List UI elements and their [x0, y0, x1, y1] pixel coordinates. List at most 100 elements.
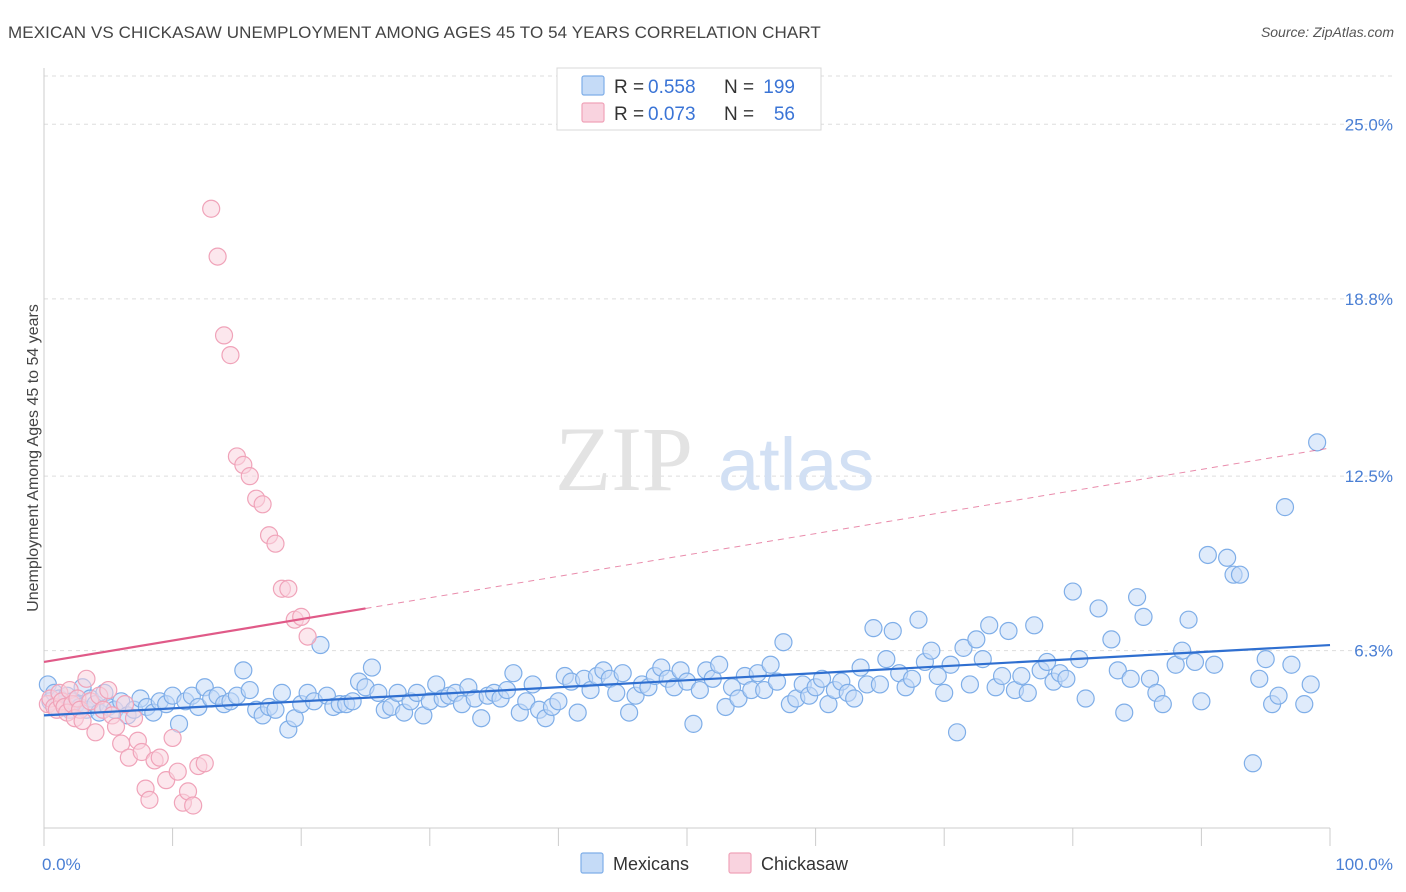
point-chickasaw	[150, 748, 169, 767]
point-mexicans	[472, 709, 491, 728]
point-mexicans	[967, 630, 986, 649]
point-mexicans	[992, 666, 1012, 686]
point-chickasaw	[253, 495, 272, 514]
point-chickasaw	[77, 669, 96, 688]
trend-line-mexicans	[43, 643, 1331, 717]
point-mexicans	[935, 683, 954, 702]
point-mexicans	[864, 619, 883, 638]
point-mexicans	[266, 700, 285, 719]
point-chickasaw	[168, 762, 187, 781]
point-mexicans	[613, 664, 632, 683]
point-chickasaw	[115, 695, 135, 714]
point-mexicans	[877, 650, 896, 669]
point-mexicans	[549, 692, 568, 711]
point-mexicans	[1230, 565, 1250, 584]
point-mexicans	[1256, 650, 1275, 669]
watermark-atlas: atlas	[718, 423, 874, 506]
point-mexicans	[1012, 666, 1031, 686]
point-mexicans	[343, 692, 362, 711]
point-mexicans	[1179, 610, 1198, 629]
point-mexicans	[362, 658, 382, 677]
point-mexicans	[1134, 607, 1153, 626]
y-axis-title: Unemployment Among Ages 45 to 54 years	[25, 304, 42, 612]
source-label: Source: ZipAtlas.com	[1260, 24, 1394, 40]
point-mexicans	[812, 669, 832, 688]
legend-n-label-mexicans: N =	[724, 77, 754, 98]
point-mexicans	[1185, 652, 1205, 672]
point-mexicans	[272, 683, 292, 702]
point-mexicans	[311, 635, 330, 655]
point-mexicans	[517, 692, 536, 711]
point-mexicans	[1275, 498, 1295, 517]
y-tick-label: 6.3%	[1354, 642, 1393, 661]
point-mexicans	[240, 680, 259, 700]
point-chickasaw	[124, 709, 144, 728]
point-mexicans	[1057, 669, 1076, 688]
point-mexicans	[407, 683, 427, 702]
point-mexicans	[870, 675, 890, 694]
point-mexicans	[954, 638, 973, 657]
point-mexicans	[690, 680, 709, 700]
legend-bottom-label-chickasaw: Chickasaw	[761, 854, 849, 874]
point-mexicans	[767, 672, 787, 691]
watermark: ZIP atlas	[555, 408, 874, 510]
point-chickasaw	[99, 680, 118, 700]
point-mexicans	[1173, 641, 1192, 660]
series-chickasaw	[38, 199, 317, 815]
point-chickasaw	[202, 199, 221, 218]
legend-n-value-mexicans: 199	[763, 77, 795, 98]
y-tick-labels: 6.3% 12.5% 18.8% 25.0%	[1345, 115, 1393, 660]
legend-n-label-chickasaw: N =	[724, 104, 754, 125]
point-mexicans	[883, 621, 902, 641]
point-mexicans	[1269, 686, 1288, 705]
point-mexicans	[607, 683, 626, 702]
point-mexicans	[845, 689, 864, 708]
point-mexicans	[1018, 683, 1037, 702]
point-mexicans	[710, 655, 729, 674]
point-mexicans	[620, 703, 639, 722]
point-mexicans	[1198, 545, 1217, 565]
point-mexicans	[980, 616, 999, 635]
point-mexicans	[922, 641, 941, 660]
trend-line-chickasaw	[43, 607, 366, 664]
point-mexicans	[755, 680, 774, 700]
point-mexicans	[1089, 599, 1108, 618]
legend-r-value-mexicans: 0.558	[648, 77, 696, 98]
point-mexicans	[909, 610, 928, 629]
point-chickasaw	[195, 754, 214, 773]
point-mexicans	[1205, 655, 1224, 674]
y-tick-label: 25.0%	[1345, 115, 1393, 134]
x-ticks	[43, 828, 1331, 846]
point-mexicans	[1102, 630, 1121, 649]
point-mexicans	[1063, 582, 1082, 601]
point-mexicans	[1301, 675, 1320, 694]
point-mexicans	[1243, 754, 1262, 773]
x-tick-label-min: 0.0%	[42, 855, 81, 874]
legend-bottom: Mexicans Chickasaw	[580, 852, 849, 874]
point-chickasaw	[86, 723, 105, 742]
point-mexicans	[960, 675, 980, 694]
legend-bottom-label-mexicans: Mexicans	[613, 854, 689, 874]
point-chickasaw	[279, 579, 298, 598]
legend-n-value-chickasaw: 56	[774, 104, 795, 125]
legend-swatch-chickasaw	[581, 102, 605, 123]
point-chickasaw	[298, 627, 317, 646]
point-chickasaw	[208, 247, 227, 266]
point-mexicans	[1250, 669, 1269, 688]
point-mexicans	[902, 669, 922, 688]
point-mexicans	[234, 661, 253, 680]
point-mexicans	[947, 723, 967, 742]
point-chickasaw	[132, 742, 151, 762]
point-mexicans	[369, 683, 388, 702]
point-mexicans	[774, 633, 793, 652]
point-mexicans	[1127, 588, 1147, 607]
point-mexicans	[1192, 692, 1211, 711]
point-mexicans	[1282, 655, 1301, 674]
point-mexicans	[729, 689, 748, 708]
point-chickasaw	[163, 728, 182, 748]
trend-line-chickasaw-extended	[365, 447, 1331, 609]
point-chickasaw	[240, 467, 259, 486]
point-mexicans	[1025, 616, 1044, 635]
y-tick-label: 18.8%	[1345, 290, 1393, 309]
